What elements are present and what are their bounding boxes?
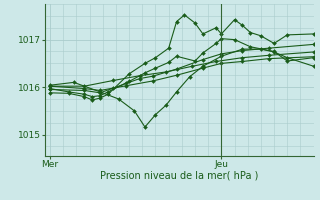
X-axis label: Pression niveau de la mer( hPa ): Pression niveau de la mer( hPa ): [100, 171, 258, 181]
